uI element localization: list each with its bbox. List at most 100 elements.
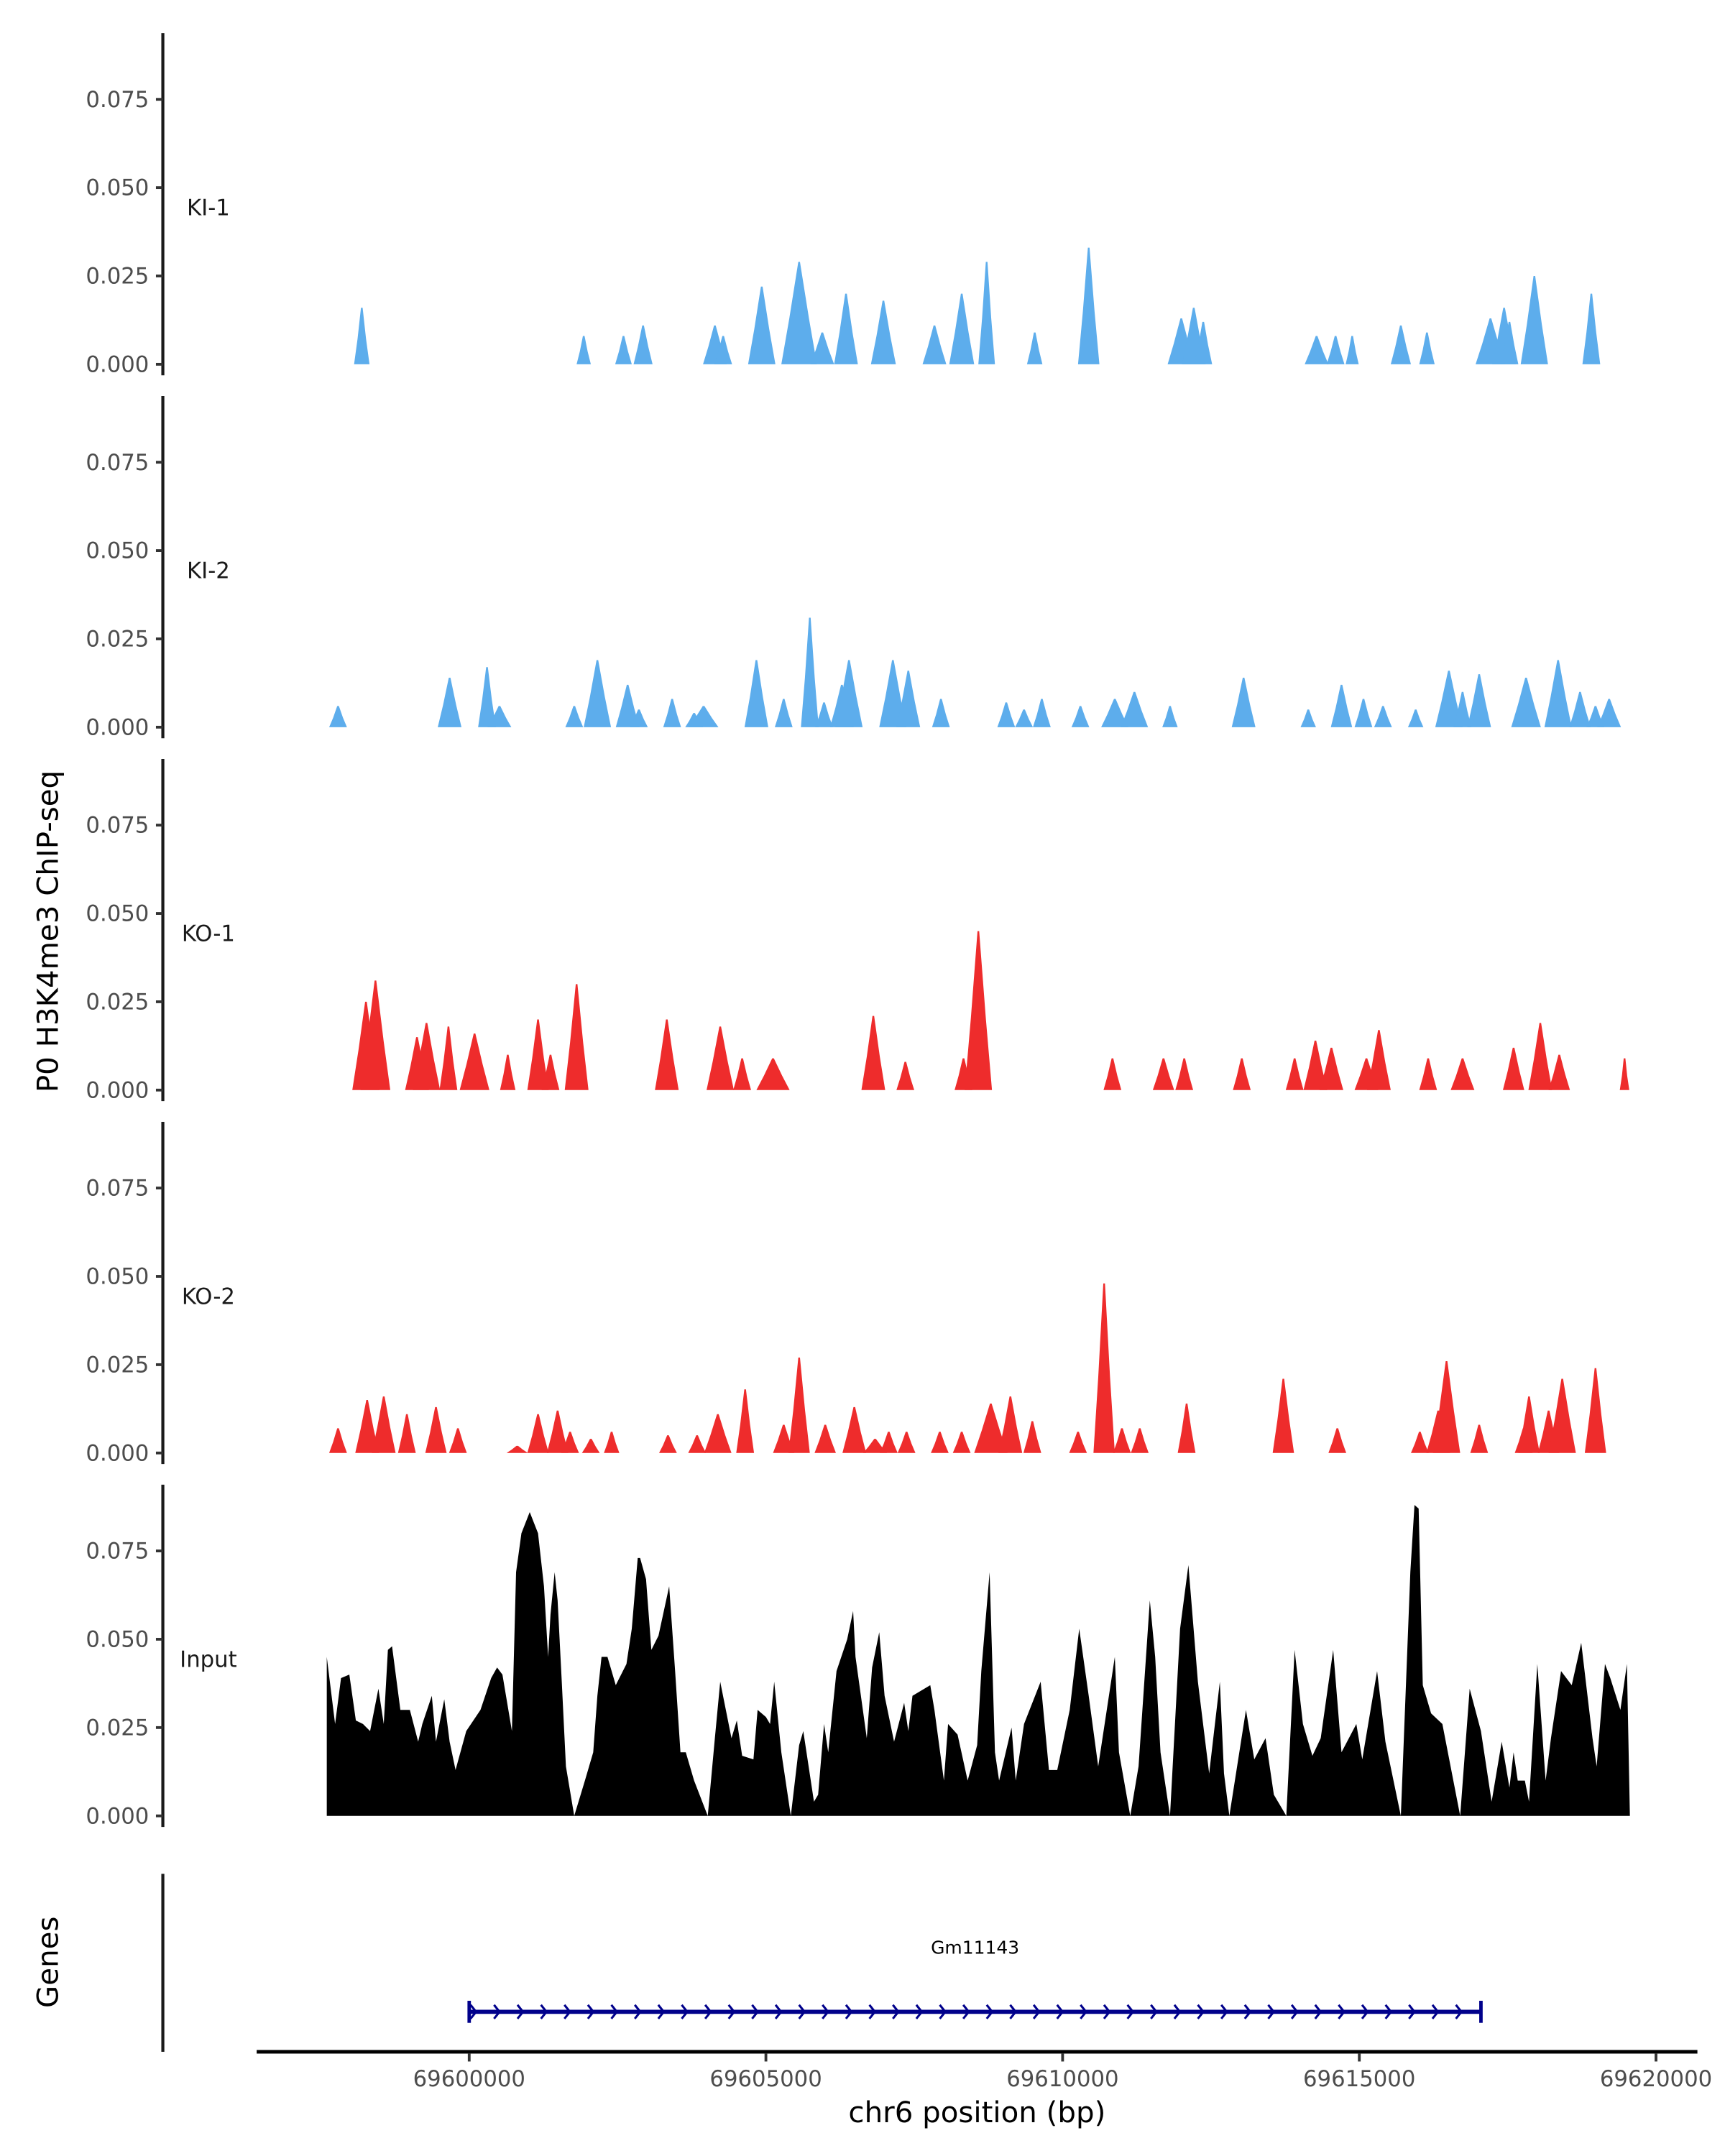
strand-arrow-icon (845, 2004, 853, 2019)
strand-arrow-icon (1314, 2004, 1322, 2019)
x-tick-label: 69610000 (1006, 2066, 1118, 2092)
signal-peak (1366, 1030, 1391, 1090)
signal-peak (564, 984, 589, 1090)
signal-peak (487, 706, 512, 727)
signal-peak (459, 1033, 489, 1090)
strand-arrow-icon (1080, 2004, 1088, 2019)
signal-peak (1470, 1424, 1489, 1453)
signal-peak (1435, 671, 1463, 727)
signal-peak (565, 706, 584, 727)
track-ko-1: 0.000 0.025 0.050 0.075 KO-1 (86, 759, 1629, 1103)
signal-peak (1528, 1023, 1552, 1090)
signal-peak (546, 1410, 569, 1453)
signal-peak (1152, 1058, 1174, 1090)
signal-peak (663, 699, 681, 727)
signal-peak (1582, 293, 1601, 364)
signal-peak (1093, 1283, 1116, 1453)
signal-peak (814, 1424, 837, 1453)
signal-peak (835, 660, 863, 727)
signal-peak (931, 1432, 949, 1453)
signal-peak (633, 325, 653, 364)
signal-peak (1103, 1058, 1122, 1090)
signal-peak (1015, 709, 1034, 727)
signal-peak (949, 293, 975, 364)
signal-peak (1419, 332, 1435, 364)
signal-peak (952, 1432, 971, 1453)
y-tick-label: 0.000 (86, 1803, 149, 1829)
signal-peak (689, 706, 719, 727)
signal-peak (842, 1406, 867, 1453)
strand-arrow-icon (1408, 2004, 1416, 2019)
track-label: Input (180, 1646, 237, 1672)
signal-peak (1069, 1432, 1087, 1453)
strand-arrow-icon (1338, 2004, 1346, 2019)
strand-arrow-icon (892, 2004, 900, 2019)
signal-area (326, 1505, 1630, 1816)
strand-arrow-icon (1243, 2004, 1252, 2019)
signal-peak (1175, 1058, 1194, 1090)
strand-arrow-icon (962, 2004, 970, 2019)
track-ki-1: 0.000 0.025 0.050 0.075 KI-1 (86, 33, 1601, 377)
signal-peak (1077, 247, 1100, 364)
signal-peak (815, 702, 833, 727)
signal-peak (1453, 691, 1472, 727)
signal-peak (328, 706, 347, 727)
strand-arrow-icon (1267, 2004, 1276, 2019)
y-tick-label: 0.075 (86, 1539, 149, 1565)
signal-peak (1177, 1403, 1196, 1453)
signal-peak (581, 1439, 600, 1453)
signal-peak (1374, 706, 1392, 727)
strand-arrow-icon (1103, 2004, 1111, 2019)
signal-peak (1619, 1058, 1629, 1090)
signal-peak (1328, 1428, 1347, 1453)
signal-peak (1121, 691, 1149, 727)
strand-arrow-icon (634, 2004, 642, 2019)
strand-arrow-icon (1455, 2004, 1463, 2019)
signal-peak (1162, 706, 1178, 727)
signal-peak (604, 1432, 620, 1453)
signal-peak (1303, 1040, 1328, 1090)
strand-arrow-icon (540, 2004, 548, 2019)
y-tick-label: 0.025 (86, 264, 149, 290)
signal-peak (561, 1432, 579, 1453)
signal-peak (438, 678, 462, 727)
signal-peak (965, 931, 993, 1090)
signal-peak (630, 709, 648, 727)
signal-peak (714, 336, 732, 364)
signal-peak (997, 702, 1016, 727)
signal-peak (879, 660, 907, 727)
signal-peak (688, 1435, 707, 1453)
signal-peak (1026, 332, 1043, 364)
signal-peak (1511, 678, 1541, 727)
track-input: 0.000 0.025 0.050 0.075 Input (86, 1484, 1630, 1829)
signal-peak (527, 1019, 549, 1090)
y-tick-label: 0.000 (86, 714, 149, 740)
signal-peak (448, 1428, 467, 1453)
signal-peak (1548, 1054, 1570, 1090)
signal-peak (1544, 660, 1572, 727)
strand-arrow-icon (1173, 2004, 1182, 2019)
signal-peak (897, 1432, 916, 1453)
signal-peak (1467, 674, 1491, 727)
signal-peak (360, 980, 390, 1090)
strand-arrow-icon (727, 2004, 736, 2019)
signal-peak (372, 1396, 396, 1453)
strand-arrow-icon (586, 2004, 595, 2019)
signal-peak (1330, 684, 1353, 727)
x-tick-label: 69620000 (1600, 2066, 1712, 2092)
signal-peak (541, 1054, 560, 1090)
signal-peak (1411, 1432, 1429, 1453)
y-tick-label: 0.075 (86, 1176, 149, 1202)
gene-gm11143[interactable]: Gm11143 (467, 1938, 1483, 2023)
track-ki-2: 0.000 0.025 0.050 0.075 KI-2 (86, 396, 1622, 740)
y-tick-label: 0.025 (86, 1715, 149, 1741)
signal-peak (707, 1026, 735, 1090)
signal-peak (896, 671, 921, 727)
x-axis: 69600000 69605000 69610000 69615000 69620000 (257, 2050, 1712, 2092)
signal-peak (1390, 325, 1412, 364)
strand-arrow-icon (1290, 2004, 1299, 2019)
y-tick-label: 0.025 (86, 1352, 149, 1378)
strand-arrow-icon (493, 2004, 502, 2019)
x-axis-title: chr6 position (bp) (848, 2096, 1105, 2129)
signal-peak (425, 1406, 447, 1453)
